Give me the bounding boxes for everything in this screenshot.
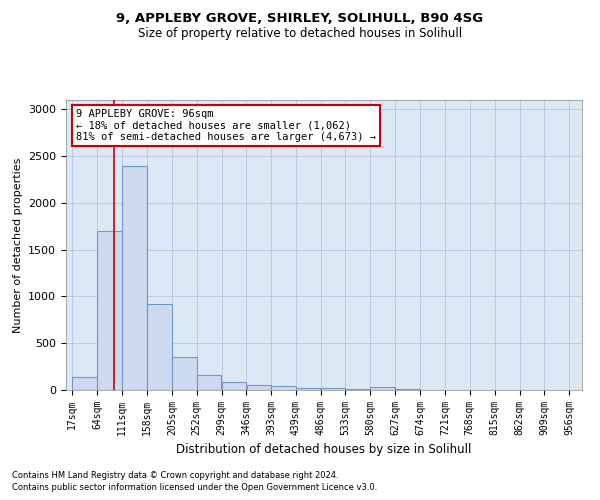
Bar xyxy=(247,385,271,390)
Bar xyxy=(172,358,197,390)
Text: 9, APPLEBY GROVE, SHIRLEY, SOLIHULL, B90 4SG: 9, APPLEBY GROVE, SHIRLEY, SOLIHULL, B90… xyxy=(116,12,484,26)
Bar xyxy=(197,375,221,390)
X-axis label: Distribution of detached houses by size in Solihull: Distribution of detached houses by size … xyxy=(176,444,472,456)
Y-axis label: Number of detached properties: Number of detached properties xyxy=(13,158,23,332)
Bar xyxy=(222,382,247,390)
Bar xyxy=(97,231,122,390)
Bar xyxy=(122,166,147,390)
Text: Size of property relative to detached houses in Solihull: Size of property relative to detached ho… xyxy=(138,28,462,40)
Bar xyxy=(296,388,320,390)
Bar xyxy=(271,386,296,390)
Text: Contains HM Land Registry data © Crown copyright and database right 2024.: Contains HM Land Registry data © Crown c… xyxy=(12,471,338,480)
Bar xyxy=(320,388,346,390)
Bar xyxy=(147,304,172,390)
Text: Contains public sector information licensed under the Open Government Licence v3: Contains public sector information licen… xyxy=(12,484,377,492)
Bar xyxy=(346,389,370,390)
Text: 9 APPLEBY GROVE: 96sqm
← 18% of detached houses are smaller (1,062)
81% of semi-: 9 APPLEBY GROVE: 96sqm ← 18% of detached… xyxy=(76,108,376,142)
Bar xyxy=(370,388,395,390)
Bar xyxy=(73,377,97,390)
